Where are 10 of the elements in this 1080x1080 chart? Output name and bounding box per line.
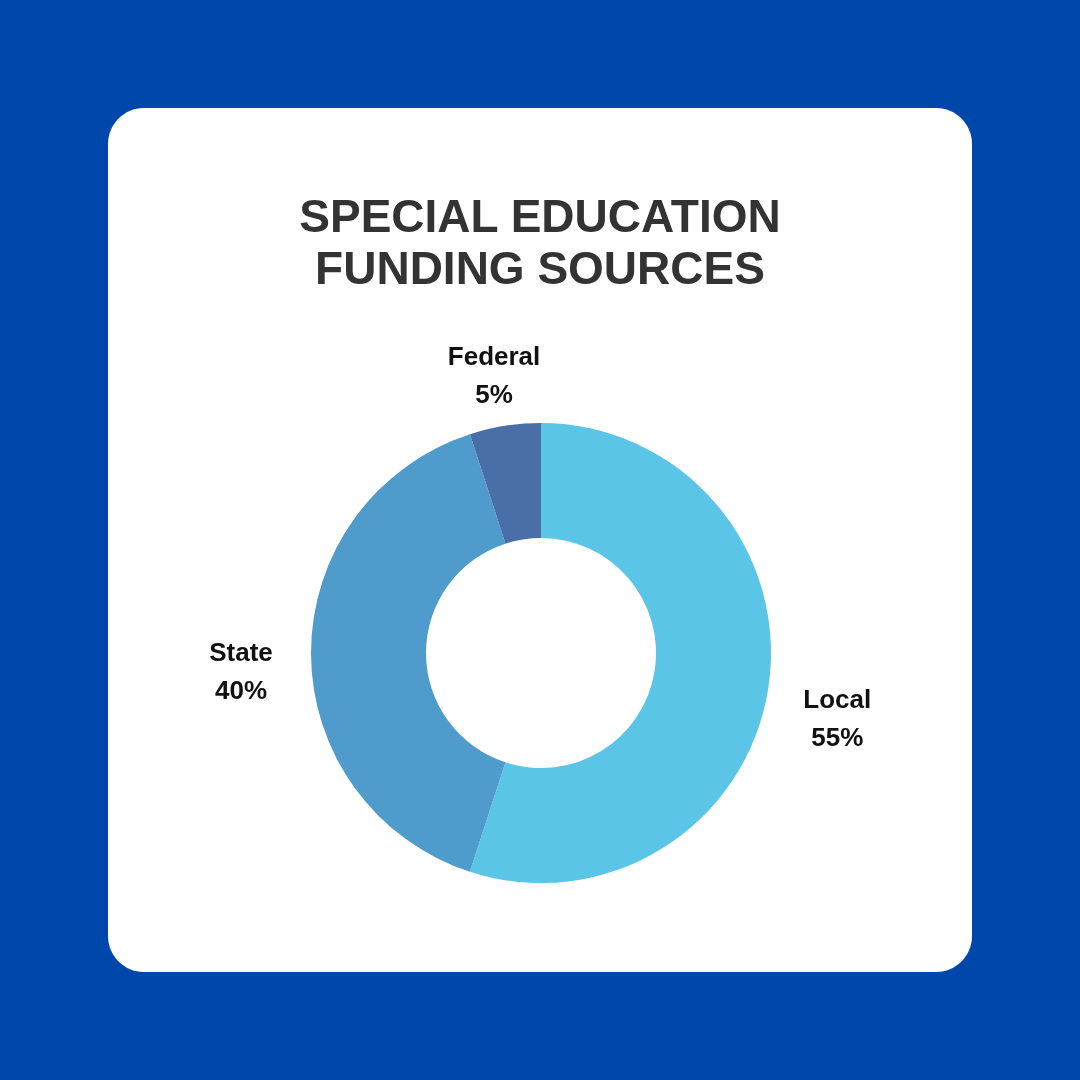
donut-slice xyxy=(469,423,541,544)
slice-label: Local xyxy=(803,683,872,714)
data-label: 5% xyxy=(475,378,513,409)
donut-slice xyxy=(311,434,506,872)
donut-slice xyxy=(469,423,771,883)
slice-label: State xyxy=(209,637,273,667)
slice-label: Federal xyxy=(447,340,541,371)
data-label: 40% xyxy=(214,675,268,705)
chart-title: SPECIAL EDUCATION FUNDING SOURCES xyxy=(299,190,781,294)
data-label: 55% xyxy=(811,721,864,752)
